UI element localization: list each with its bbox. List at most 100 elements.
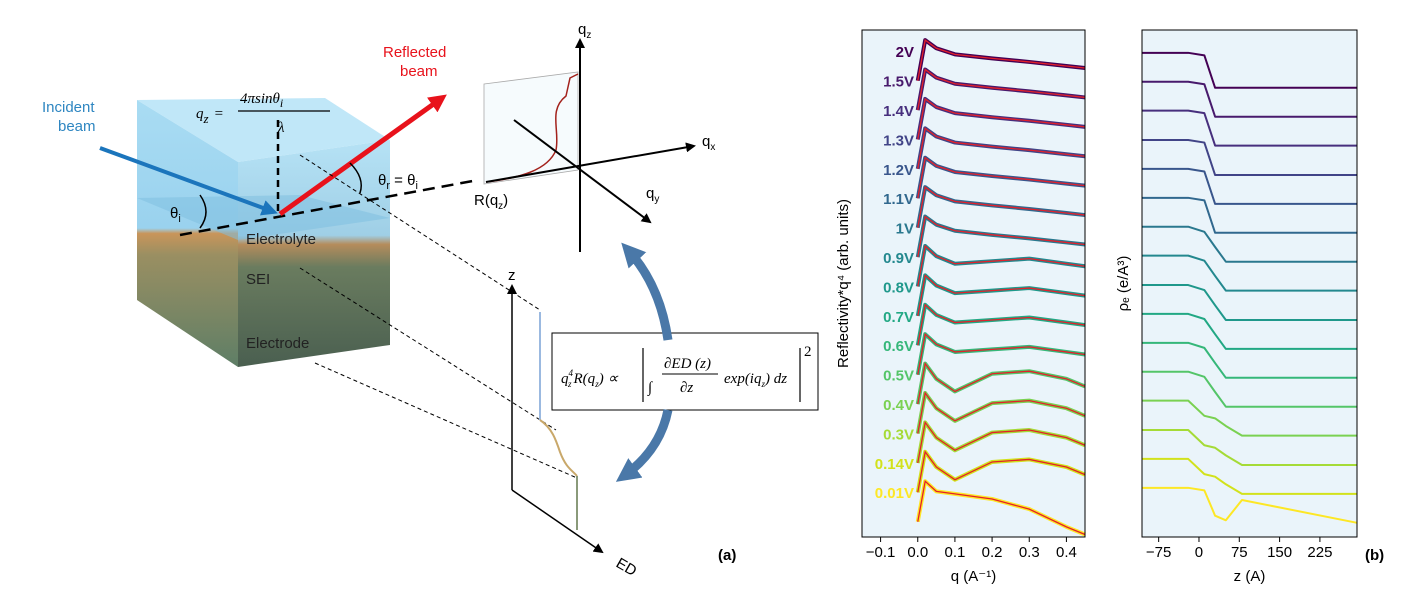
data-line: [1142, 225, 1357, 263]
fit-line: [917, 274, 1086, 317]
x-tick-label: 0.1: [944, 544, 965, 561]
sample-block: [137, 98, 390, 367]
ed-profile: [539, 419, 578, 477]
data-line: [1142, 80, 1357, 118]
fit-line: [917, 362, 1086, 405]
fit-line: [917, 186, 1086, 228]
series-label: 2V: [896, 44, 914, 61]
y-axis-label: Reflectivity*q⁴ (arb. units): [835, 199, 852, 368]
plot-frame: [861, 29, 1086, 538]
x-axis-label: z (A): [1234, 568, 1266, 585]
series-label: 0.5V: [883, 368, 914, 385]
series-label: 0.4V: [883, 397, 914, 414]
data-line: [1142, 284, 1357, 322]
ed-axes: [507, 284, 604, 554]
x-tick-label: −0.1: [866, 544, 896, 561]
plot-frame: [1141, 29, 1358, 538]
fit-line: [917, 479, 1086, 536]
equation-power: 2: [804, 344, 812, 360]
data-line: [1142, 196, 1357, 234]
theta-r: θr = θi: [378, 172, 418, 192]
x-tick-label: 75: [1231, 544, 1248, 561]
data-line: [1142, 312, 1357, 350]
x-axis-label: q (A⁻¹): [951, 568, 996, 585]
data-line: [1142, 399, 1357, 437]
series-label: 1.3V: [883, 132, 914, 149]
fit-line: [917, 450, 1086, 493]
surface-line: [179, 178, 479, 237]
data-line: [1142, 341, 1357, 379]
fit-line: [917, 303, 1086, 346]
series-label: 1.4V: [883, 103, 914, 120]
series-label: 1.1V: [883, 191, 914, 208]
series-label: 0.6V: [883, 338, 914, 355]
data-line: [1142, 254, 1357, 292]
qz-denominator: λ: [277, 120, 285, 136]
panel-label: (a): [718, 547, 736, 564]
x-tick-label: 0.3: [1019, 544, 1040, 561]
x-tick-label: 0: [1195, 544, 1203, 561]
data-line: [1142, 457, 1357, 495]
qz-numerator: 4πsinθi: [240, 91, 283, 110]
ed-axis-label: ED: [613, 555, 640, 580]
data-line: [1142, 370, 1357, 408]
series-label: 0.01V: [875, 485, 914, 502]
equation-denominator: ∂z: [680, 380, 693, 396]
x-tick-label: 0.4: [1056, 544, 1077, 561]
equation-numerator: ∂ED (z): [664, 356, 711, 372]
theta-i: θi: [170, 205, 181, 225]
series-label: 1.2V: [883, 162, 914, 179]
layer-label: Electrolyte: [246, 231, 316, 248]
equation-exp: exp(iqz) dz: [724, 371, 787, 389]
series-label: 1.5V: [883, 74, 914, 91]
incident-label: Incident beam: [42, 99, 96, 135]
x-tick-label: 150: [1267, 544, 1292, 561]
x-tick-label: 0.2: [982, 544, 1003, 561]
axis-label: qz: [578, 21, 591, 41]
reciprocal-axes: [485, 38, 696, 252]
series-label: 1V: [896, 221, 914, 238]
series-label: 0.7V: [883, 309, 914, 326]
fit-line: [917, 97, 1086, 140]
equation-lhs: q4 z R(qz) ∝: [561, 368, 618, 389]
plot-background: [1142, 30, 1357, 537]
series-label: 0.3V: [883, 426, 914, 443]
incident-arrow: [99, 146, 278, 216]
equation-box: [551, 332, 819, 411]
reflected-label: Reflected beam: [383, 44, 446, 80]
axis-label: qy: [646, 185, 659, 205]
data-line: [1142, 109, 1357, 147]
cycle-arrow: [615, 409, 673, 482]
projection-lines: [299, 154, 578, 479]
fit-line: [917, 244, 1086, 287]
panel-label: (b): [1365, 547, 1384, 564]
data-line: [1142, 167, 1357, 205]
qz-formula: qz =: [196, 106, 223, 126]
fit-line: [917, 332, 1086, 375]
data-line: [1142, 139, 1357, 177]
x-tick-label: 0.0: [907, 544, 928, 561]
ed-axis-label: z: [508, 267, 516, 284]
cycle-arrow: [621, 242, 673, 341]
r-label: R(qz): [474, 192, 508, 212]
x-tick-label: −75: [1146, 544, 1171, 561]
fit-line: [917, 215, 1086, 258]
angle-arc: [349, 162, 362, 194]
reflectivity-panel: [483, 71, 579, 185]
data-line: [1142, 429, 1357, 467]
layer-label: SEI: [246, 271, 270, 288]
fit-line: [917, 68, 1086, 111]
x-tick-label: 225: [1307, 544, 1332, 561]
fit-line: [917, 420, 1086, 464]
series-label: 0.8V: [883, 279, 914, 296]
fit-line: [917, 156, 1086, 199]
data-line: [1142, 51, 1357, 89]
y-axis-label: ρₑ (e/A³): [1115, 256, 1132, 312]
layer-label: Electrode: [246, 335, 309, 352]
series-label: 0.9V: [883, 250, 914, 267]
series-label: 0.14V: [875, 456, 914, 473]
angle-arc: [199, 194, 207, 229]
fit-line: [917, 391, 1086, 434]
integral: ∫: [647, 380, 654, 396]
